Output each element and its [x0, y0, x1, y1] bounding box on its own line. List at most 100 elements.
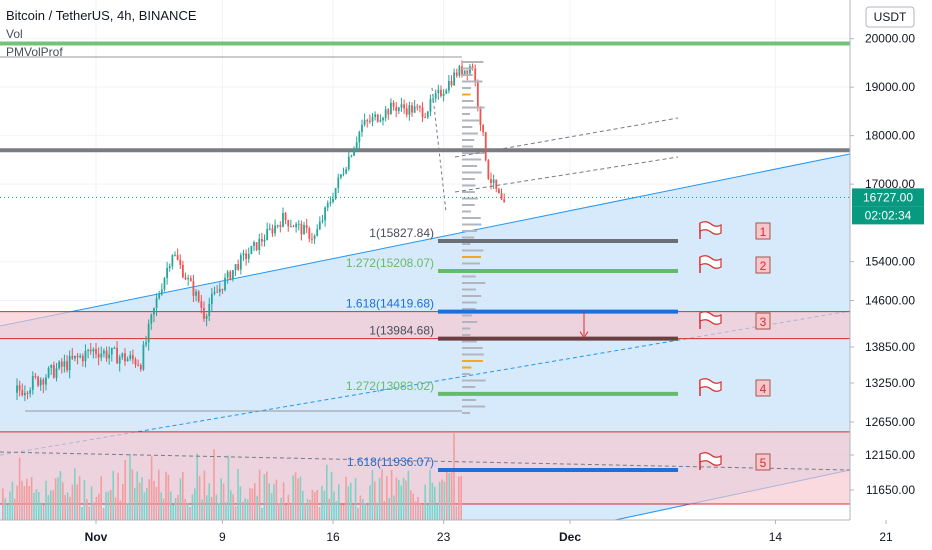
candle-body — [145, 342, 147, 345]
fib-level: 1.272(15208.07) — [346, 256, 678, 274]
fib-level: 1.618(11936.07) — [347, 455, 678, 472]
last-price-label: 16727.00 — [863, 190, 913, 204]
volume-bar — [14, 498, 16, 520]
volume-bar — [256, 495, 258, 520]
candle — [34, 372, 37, 380]
candle-body — [166, 268, 168, 279]
candle — [134, 357, 137, 368]
candle — [498, 187, 500, 194]
volume-bar — [57, 477, 59, 520]
volume-bar — [270, 493, 273, 520]
volume-indicator-label[interactable]: Vol — [6, 27, 23, 41]
candle-body — [332, 198, 334, 202]
candle — [84, 344, 87, 368]
volume-bar — [374, 481, 376, 520]
volume-bar — [410, 490, 412, 520]
candle-body — [487, 160, 490, 179]
volume-bar — [290, 503, 292, 520]
channel-upper-line — [0, 153, 851, 327]
volume-bar — [330, 471, 333, 520]
candle-body — [34, 375, 37, 377]
candle — [276, 224, 279, 229]
candle-body — [429, 98, 432, 112]
candle — [397, 106, 400, 115]
volume-bar — [230, 490, 232, 520]
volume-bar — [297, 478, 299, 520]
candle — [340, 173, 342, 180]
candle-body — [284, 212, 287, 221]
candle-body — [287, 220, 290, 227]
volume-bar — [311, 489, 314, 520]
candle-body — [397, 107, 400, 111]
candle-body — [400, 104, 403, 108]
price-tick-label: 13850.00 — [865, 340, 915, 354]
candle-body — [147, 323, 150, 343]
candle — [224, 273, 226, 292]
volume-bar — [162, 498, 165, 520]
currency-button-bg — [865, 6, 915, 28]
candle-body — [158, 294, 161, 299]
fib-level-label: 1.272(13083.02) — [346, 379, 434, 393]
target-marker: 5 — [699, 452, 771, 471]
candle — [266, 222, 269, 241]
volume-bar — [323, 490, 326, 520]
volume-bar — [160, 492, 162, 520]
candle — [371, 113, 374, 127]
candle — [237, 259, 240, 271]
price-tick-label: 12650.00 — [865, 415, 915, 429]
candle-body — [461, 66, 463, 75]
candle-body — [113, 347, 116, 349]
volume-bar — [261, 507, 263, 520]
candle-body — [321, 220, 324, 222]
volume-bar — [443, 481, 446, 520]
price-axis-bg — [850, 0, 932, 550]
candle-body — [24, 392, 26, 396]
volume-bar — [417, 496, 419, 520]
target-number-box — [755, 222, 771, 240]
volume-bar — [342, 504, 345, 520]
target-number: 1 — [760, 225, 767, 239]
volume-bar — [436, 505, 438, 520]
candle-body — [405, 108, 408, 115]
volume-bar — [198, 475, 201, 520]
volume-bar — [129, 454, 131, 520]
candle-body — [266, 228, 269, 240]
volume-bar — [318, 506, 321, 520]
volume-profile-indicator-label[interactable]: PMVolProf — [6, 45, 63, 59]
volume-bar — [18, 457, 21, 520]
candle-body — [195, 291, 197, 296]
volume-bar — [285, 504, 287, 520]
currency-button[interactable]: USDT — [865, 6, 915, 28]
volume-bar — [287, 494, 290, 520]
candle — [24, 385, 26, 402]
candle-body — [239, 255, 242, 270]
price-tick-label: 20000.00 — [865, 32, 915, 46]
candle-body — [424, 117, 427, 119]
candle — [68, 350, 71, 379]
volume-bar — [335, 501, 338, 520]
candle-body — [503, 199, 506, 203]
volume-bar — [414, 501, 417, 520]
volume-bar — [45, 480, 47, 520]
candle-body — [263, 239, 266, 242]
candle — [97, 347, 100, 366]
candle — [308, 226, 311, 243]
time-axis: Nov 9 16 23 Dec 14 21 — [0, 519, 932, 550]
volume-bar — [309, 499, 311, 520]
candle-body — [474, 68, 477, 82]
volume-bar — [196, 453, 198, 520]
candle — [274, 219, 276, 237]
candle — [253, 240, 255, 252]
candle — [247, 247, 250, 263]
candle-body — [103, 350, 105, 354]
candle — [16, 378, 18, 401]
candle-body — [226, 271, 229, 278]
candle — [239, 252, 242, 275]
candle-body — [58, 361, 61, 369]
volume-bar — [292, 475, 294, 520]
candle-body — [39, 379, 42, 386]
candle-body — [79, 355, 82, 358]
volume-bar — [182, 471, 184, 520]
volume-bar — [88, 506, 90, 520]
